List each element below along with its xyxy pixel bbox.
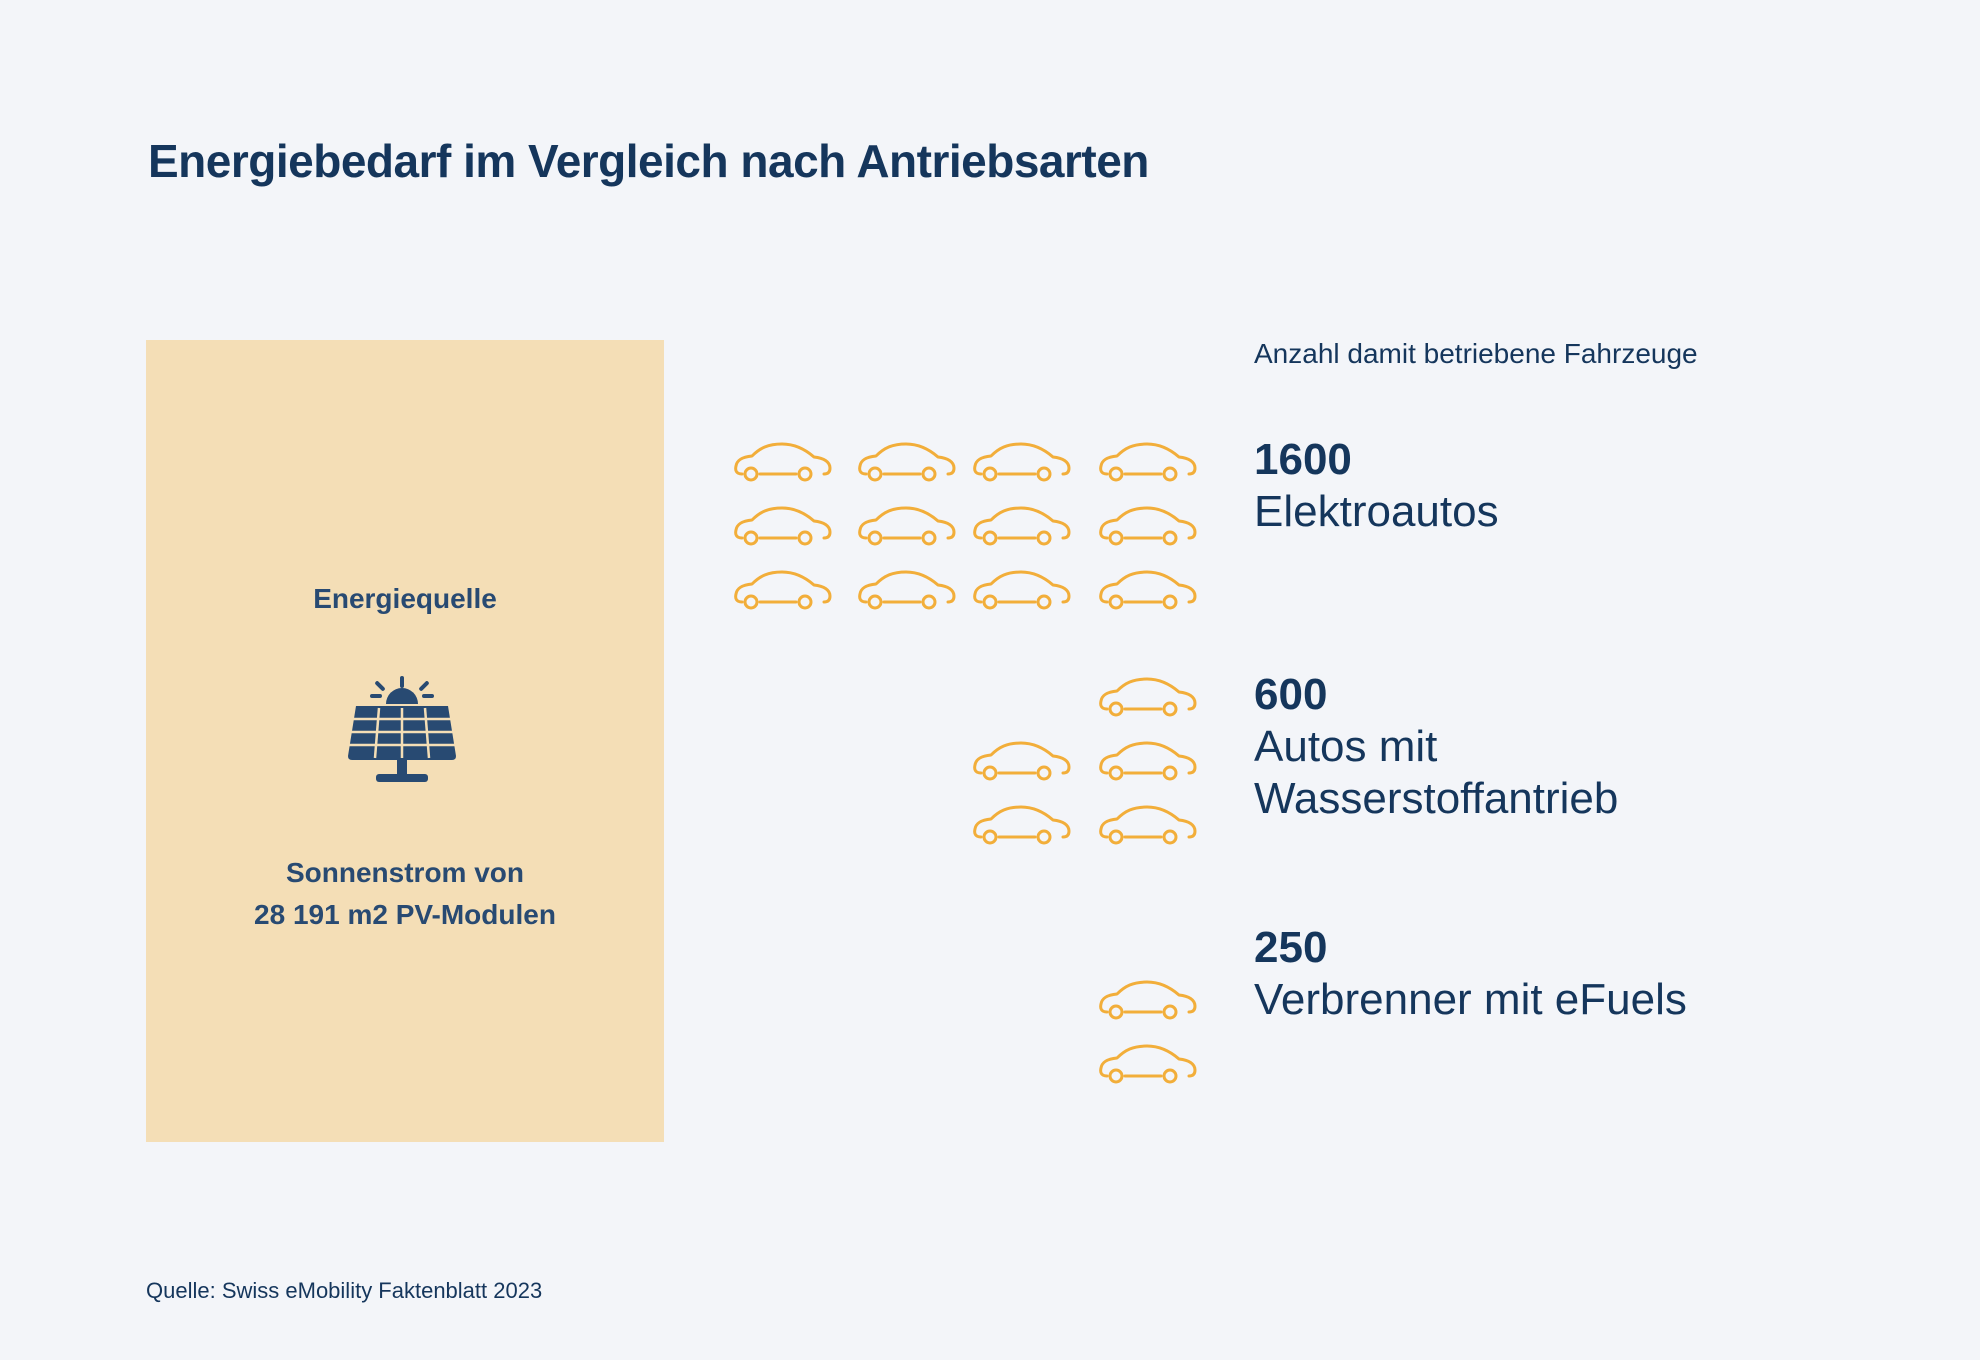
chart-title: Energiebedarf im Vergleich nach Antriebs… (148, 135, 1149, 187)
group-efuels: 250 Verbrenner mit eFuels (1254, 922, 1687, 1026)
group-count: 250 (1254, 923, 1328, 972)
vehicles-count-heading: Anzahl damit betriebene Fahrzeuge (1254, 338, 1698, 369)
car-icon (1099, 980, 1197, 1020)
car-icon (973, 805, 1071, 845)
group-label-line1: Elektroautos (1254, 487, 1499, 536)
source-footnote: Quelle: Swiss eMobility Faktenblatt 2023 (146, 1278, 543, 1303)
car-icon (1099, 741, 1197, 781)
energy-source-description-line1: Sonnenstrom von (285, 857, 524, 888)
car-icon (734, 442, 832, 482)
group-count: 600 (1254, 670, 1328, 719)
car-icon (1099, 805, 1197, 845)
group-elektroautos: 1600 Elektroautos (1254, 434, 1499, 538)
energy-source-description-line2: 28 191 m2 PV-Modulen (254, 899, 556, 930)
car-icon (858, 570, 956, 610)
group-label: Autos mit Wasserstoffantrieb (1254, 721, 1618, 825)
group-label-line2: Wasserstoffantrieb (1254, 774, 1619, 823)
energy-source-panel: Energiequelle Sonnenstrom von 28 191 m2 … (146, 340, 664, 1142)
car-icon (1099, 442, 1197, 482)
car-icon (973, 442, 1071, 482)
car-icon (1099, 677, 1197, 717)
group-wasserstoff: 600 Autos mit Wasserstoffantrieb (1254, 669, 1618, 825)
car-icon (734, 506, 832, 546)
car-icon (1099, 506, 1197, 546)
car-icon (858, 442, 956, 482)
car-icon (1099, 570, 1197, 610)
car-icon (973, 570, 1071, 610)
group-label-line1: Verbrenner mit eFuels (1254, 975, 1687, 1024)
group-label: Verbrenner mit eFuels (1254, 974, 1687, 1026)
group-label: Elektroautos (1254, 486, 1499, 538)
group-label-line1: Autos mit (1254, 722, 1438, 771)
car-icon (973, 506, 1071, 546)
solar-panel-icon (348, 676, 456, 782)
car-icon (858, 506, 956, 546)
car-icon (1099, 1044, 1197, 1084)
group-count: 1600 (1254, 435, 1352, 484)
energy-source-description: Sonnenstrom von 28 191 m2 PV-Modulen (146, 852, 664, 936)
car-icon (734, 570, 832, 610)
energy-source-heading: Energiequelle (313, 583, 497, 614)
car-icon (973, 741, 1071, 781)
